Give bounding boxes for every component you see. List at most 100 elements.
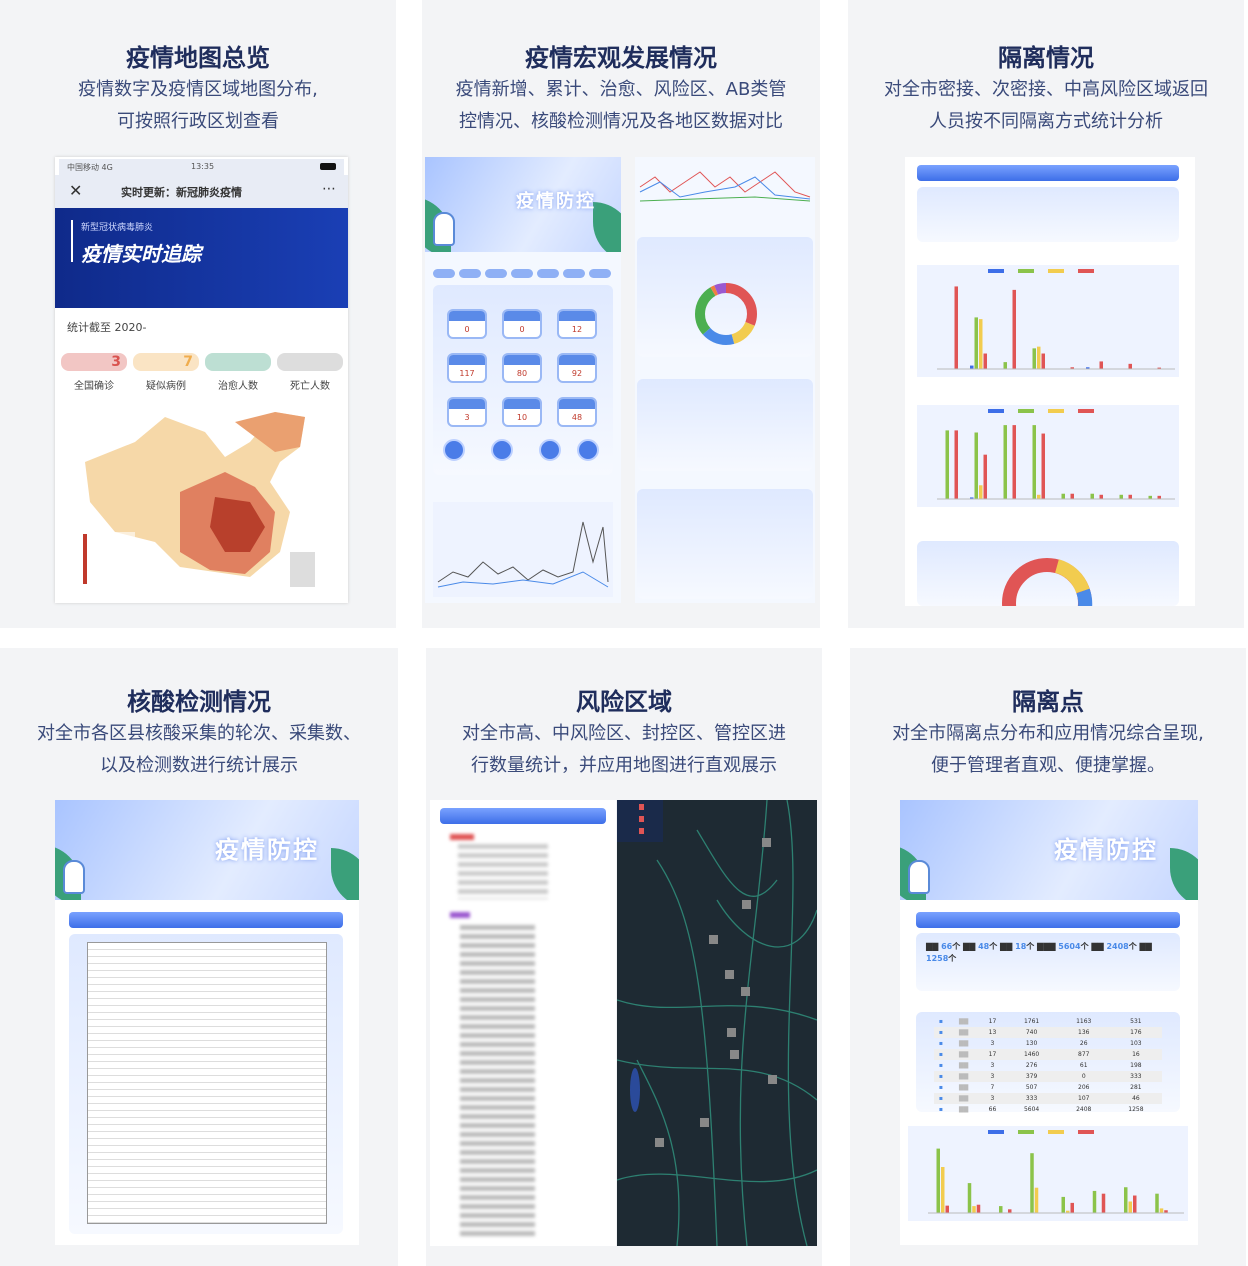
legend-swatch <box>1078 1130 1094 1134</box>
isolation-table-box: ▪ ▇▇ 17 1761 1163 531 ▪ ▇▇ 13 740 136 176 ▪ ▇▇ 3 130 26 1… <box>916 1012 1180 1115</box>
table-cell: 17 <box>979 1049 1006 1060</box>
panel-title: 疫情宏观发展情况 <box>525 44 717 72</box>
filter-tab[interactable] <box>511 269 533 278</box>
secondary-contact-bar-chart <box>917 405 1179 507</box>
donut-slice <box>695 283 757 345</box>
tab-pills[interactable] <box>433 269 613 279</box>
bar <box>976 1204 981 1213</box>
bar <box>1003 362 1007 369</box>
panel-desc-line1: 对全市各区县核酸采集的轮次、采集数、 <box>37 723 361 744</box>
table-row: ▪ ▇▇ 3 379 0 333 <box>934 1071 1162 1082</box>
table-cell: 5604 <box>1023 1106 1040 1113</box>
bar <box>1066 1210 1070 1213</box>
table-row: ▪ ▇▇ 13 740 136 176 <box>934 1027 1162 1038</box>
table-cell: 333 <box>1005 1093 1058 1104</box>
stat-cell: 0 <box>447 309 487 339</box>
more-icon[interactable]: ⋯ <box>322 181 336 197</box>
china-map[interactable] <box>75 402 335 597</box>
stat-value: 3 <box>61 353 127 371</box>
table-cell: 276 <box>1025 1062 1038 1069</box>
region-table <box>637 489 813 599</box>
bar <box>1061 1196 1065 1213</box>
bar <box>1012 425 1016 499</box>
filter-tab[interactable] <box>589 269 611 278</box>
stat-value <box>205 353 271 371</box>
legend-swatch <box>1048 269 1064 273</box>
legend-swatch <box>1048 1130 1064 1134</box>
donut-slice <box>695 283 757 345</box>
bar <box>967 1183 972 1213</box>
panel-desc-line2: 以及检测数进行统计展示 <box>100 755 298 776</box>
filter-tab[interactable] <box>485 269 507 278</box>
report-icon[interactable] <box>577 439 599 461</box>
risk-map[interactable] <box>617 800 817 1246</box>
table-cell: 3 <box>990 1062 995 1069</box>
legend-swatch <box>1018 1130 1034 1134</box>
isolation-table: ▪ ▇▇ 17 1761 1163 531 ▪ ▇▇ 13 740 136 176 ▪ ▇▇ 3 130 26 1… <box>934 1016 1162 1115</box>
panel-nucleic-testing: 核酸检测情况 对全市各区县核酸采集的轮次、采集数、 以及检测数进行统计展示 疫情… <box>0 648 398 1266</box>
table-cell: 136 <box>1057 1027 1110 1038</box>
isolation-bar-chart <box>908 1126 1188 1221</box>
bar <box>1008 1209 1012 1213</box>
test-icon[interactable] <box>491 439 513 461</box>
isolation-screenshot: 疫情防控 ▇▇ 66个 ▇▇ 48个 ▇▇ 18个 ▇▇▇ 5604个 ▇▇ 2… <box>900 800 1198 1245</box>
filter-tab[interactable] <box>459 269 481 278</box>
legend-markers <box>639 804 644 834</box>
filter-tab[interactable] <box>563 269 585 278</box>
bar <box>1157 495 1161 499</box>
mask-icon[interactable] <box>443 439 465 461</box>
close-icon[interactable]: ✕ <box>69 181 83 200</box>
summary-donut-box <box>637 237 813 357</box>
nucleic-table <box>87 942 327 1224</box>
bar <box>936 1148 940 1213</box>
carrier: 中国移动 4G <box>67 163 113 172</box>
filter-tab[interactable] <box>433 269 455 278</box>
banner: 疫情防控 <box>900 800 1198 900</box>
stat-item: 7 疑似病例 <box>133 353 199 392</box>
table-row: ▪ ▇▇ 17 1761 1163 531 <box>934 1016 1162 1027</box>
bar <box>974 317 978 369</box>
table-cell: 1163 <box>1076 1018 1092 1025</box>
panel-title: 隔离情况 <box>998 44 1094 72</box>
stat-cell: 10 <box>502 397 542 427</box>
table-row: ▪ ▇▇ 3 130 26 103 <box>934 1038 1162 1049</box>
nucleic-screenshot: 疫情防控 <box>55 800 359 1245</box>
trend-line-chart <box>433 502 613 597</box>
bar <box>1128 1201 1132 1213</box>
bar <box>983 454 987 499</box>
multi-line-chart <box>639 171 811 202</box>
stat-cell: 3 <box>447 397 487 427</box>
panel-desc-line1: 对全市隔离点分布和应用情况综合呈现, <box>892 723 1204 744</box>
table-cell: 176 <box>1109 1027 1162 1038</box>
document-icon[interactable] <box>539 439 561 461</box>
banner: 疫情防控 <box>55 800 359 900</box>
legend-swatch <box>1078 409 1094 413</box>
table-cell: 531 <box>1130 1018 1142 1025</box>
table-cell: 26 <box>1079 1040 1088 1047</box>
bar <box>1119 494 1123 499</box>
bar <box>1128 494 1132 499</box>
stat-cell: 12 <box>557 309 597 339</box>
nucleic-table-box <box>69 934 343 1234</box>
legend-swatch <box>988 409 1004 413</box>
banner: 疫情防控 <box>425 157 621 252</box>
stat-cell: 92 <box>557 353 597 383</box>
road-network <box>617 800 817 1246</box>
table-row: ▪ ▇▇ 17 1460 877 16 <box>934 1049 1162 1060</box>
bar <box>1148 495 1152 499</box>
donut-chart <box>695 283 757 345</box>
bar <box>1164 1210 1168 1213</box>
bar <box>972 1206 976 1213</box>
table-cell: 206 <box>1078 1084 1090 1091</box>
bar <box>1030 1153 1034 1213</box>
legend-swatch <box>1018 409 1034 413</box>
filter-tab[interactable] <box>537 269 559 278</box>
nucleic-table <box>637 379 813 471</box>
status-bar: 中国移动 4G 13:35 <box>59 159 344 175</box>
battery-icon <box>320 163 336 170</box>
table-row: ▪ ▇▇ 66 5604 2408 1258 <box>934 1104 1162 1115</box>
table-cell: 107 <box>1057 1093 1110 1104</box>
stat-item: 治愈人数 <box>205 353 271 392</box>
stat-label: 死亡人数 <box>290 381 330 392</box>
section-header <box>69 912 343 928</box>
